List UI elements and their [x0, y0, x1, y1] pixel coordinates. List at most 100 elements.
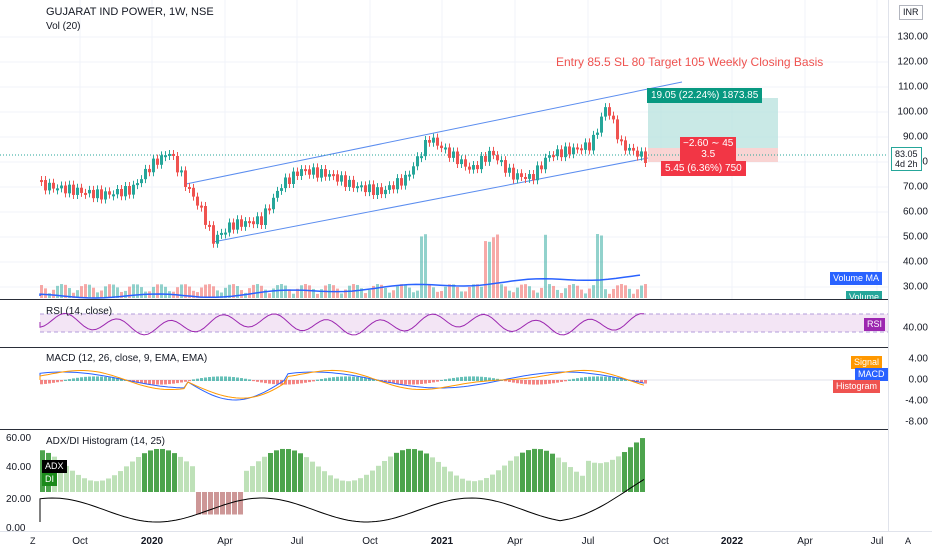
volume-bar [120, 291, 123, 298]
candle-body [576, 147, 579, 150]
volume-bar [108, 284, 111, 298]
volume-bar [88, 284, 91, 298]
macd-histogram-bar [560, 380, 563, 382]
price-axis[interactable]: INR 130.00120.00110.00100.0090.0080.0070… [888, 0, 932, 300]
candle-body [96, 189, 99, 199]
volume-bar [528, 286, 531, 298]
volume-bar [456, 287, 459, 298]
macd-histogram-bar [316, 379, 319, 381]
macd-histogram-bar [308, 380, 311, 383]
rsi-line [39, 312, 645, 336]
channel-lower [212, 157, 649, 243]
candle-body [156, 158, 159, 165]
last-price-badge: 83.05 4d 2h [891, 147, 922, 171]
volume-bar [508, 290, 511, 298]
volume-bar [156, 284, 159, 298]
candle-body [644, 151, 647, 163]
rsi-axis[interactable]: 40.00 [888, 300, 932, 348]
candle-body [268, 208, 271, 211]
candle-body [560, 149, 563, 158]
candle-body [80, 187, 83, 193]
volume-bar [316, 293, 319, 298]
volume-bar [228, 284, 231, 298]
volume-bar [608, 293, 611, 298]
price-tick: 100.00 [897, 106, 928, 118]
candle-body [300, 169, 303, 176]
price-pane[interactable]: GUJARAT IND POWER, 1W, NSE Vol (20) Entr… [0, 0, 888, 300]
macd-histogram-bar [108, 377, 111, 381]
macd-histogram-bar [456, 377, 459, 381]
chart-title: GUJARAT IND POWER, 1W, NSE [46, 6, 214, 18]
candle-body [528, 174, 531, 179]
time-label: 2021 [430, 536, 454, 547]
adx-histogram-bar [520, 452, 525, 492]
risk-line-1: −2.60 ∼ 45 [683, 138, 734, 149]
currency-badge[interactable]: INR [899, 5, 923, 20]
macd-histogram-bar [220, 376, 223, 381]
macd-histogram-bar [240, 378, 243, 381]
candle-body [104, 191, 107, 200]
volume-bar [116, 287, 119, 298]
volume-bar [632, 293, 635, 298]
macd-histogram-bar [436, 380, 439, 382]
volume-bar [344, 289, 347, 298]
adx-histogram-bar [262, 456, 267, 492]
macd-histogram-bar [588, 376, 591, 381]
adx-histogram-bar [58, 461, 63, 492]
adx-axis[interactable] [888, 430, 932, 531]
macd-histogram-bar [64, 379, 67, 381]
macd-histogram-bar [572, 378, 575, 381]
candle-body [204, 205, 207, 225]
macd-axis[interactable]: 4.00 0.00 -4.00 -8.00 [888, 348, 932, 430]
macd-histogram-bar [576, 378, 579, 381]
time-axis[interactable]: Z Oct 2020 Apr Jul Oct 2021 Apr Jul Oct 2022 Apr Ju… [0, 531, 932, 550]
macd-histogram-bar [644, 380, 647, 384]
volume-bar [112, 284, 115, 298]
candle-body [540, 165, 543, 170]
volume-bar [196, 292, 199, 298]
macd-signal-badge: Signal [851, 356, 883, 369]
adx-pane[interactable]: ADX/DI Histogram (14, 25) ADX DI 60.00 4… [0, 430, 888, 531]
macd-pane[interactable]: MACD (12, 26, close, 9, EMA, EMA) Signal… [0, 348, 888, 430]
candle-body [320, 169, 323, 178]
volume-bar [276, 285, 279, 298]
candle-body [456, 151, 459, 165]
volume-bar [308, 285, 311, 298]
adx-histogram-bar [466, 480, 471, 492]
volume-bar [584, 293, 587, 298]
candle-body [308, 169, 311, 175]
adx-histogram-bar [328, 475, 333, 492]
auto-scale-button[interactable]: A [905, 536, 912, 546]
macd-histogram-bar [400, 380, 403, 385]
adx-histogram-bar [178, 456, 183, 492]
rsi-pane[interactable]: RSI (14, close) RSI [0, 300, 888, 348]
volume-bar [504, 286, 507, 298]
candle-body [172, 153, 175, 156]
volume-bar [484, 241, 487, 298]
volume-bar [380, 284, 383, 298]
macd-tick-2: -4.00 [905, 395, 928, 407]
price-tick: 90.00 [902, 131, 928, 143]
volume-bar [444, 286, 447, 298]
candle-body [304, 169, 307, 172]
candle-body [56, 188, 59, 191]
macd-histogram-bar [488, 377, 491, 381]
candle-body [360, 185, 363, 188]
candle-body [120, 189, 123, 197]
volume-bar [152, 286, 155, 298]
timezone-button[interactable]: Z [30, 536, 36, 546]
candle-body [60, 185, 63, 189]
volume-bar [588, 288, 591, 298]
candle-body [108, 191, 111, 195]
volume-bar [256, 284, 259, 298]
volume-bar [616, 285, 619, 298]
volume-bar [592, 285, 595, 298]
candle-body [624, 140, 627, 151]
macd-histogram-bar [624, 379, 627, 381]
macd-histogram-bar [440, 379, 443, 381]
volume-bar [84, 284, 87, 298]
volume-ma-line [39, 274, 641, 299]
adx-histogram-bar [256, 461, 261, 492]
macd-histogram-bar [152, 380, 155, 385]
macd-histogram-bar [300, 380, 303, 384]
